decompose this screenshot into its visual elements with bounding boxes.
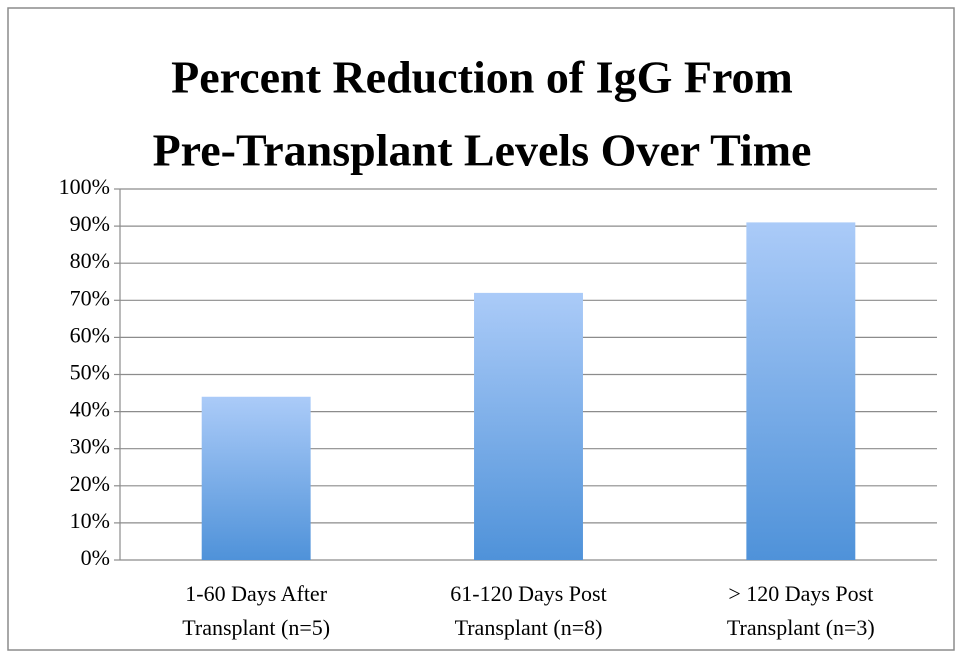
- y-tick-label: 90%: [70, 211, 110, 236]
- chart-title: Pre-Transplant Levels Over Time: [153, 125, 812, 176]
- y-tick-label: 40%: [70, 397, 110, 422]
- y-tick-label: 100%: [59, 174, 110, 199]
- bar: [746, 222, 856, 560]
- y-tick-label: 50%: [70, 360, 110, 385]
- x-tick-label: Transplant (n=3): [727, 615, 875, 640]
- y-tick-label: 20%: [70, 471, 110, 496]
- y-tick-label: 30%: [70, 434, 110, 459]
- chart-title: Percent Reduction of IgG From: [171, 52, 793, 103]
- x-tick-label: > 120 Days Post: [728, 581, 873, 606]
- y-tick-label: 60%: [70, 322, 110, 347]
- x-tick-label: Transplant (n=8): [455, 615, 603, 640]
- y-tick-label: 10%: [70, 508, 110, 533]
- x-tick-label: 61-120 Days Post: [450, 581, 606, 606]
- bar: [474, 292, 583, 560]
- x-tick-label: Transplant (n=5): [182, 615, 330, 640]
- bar: [201, 396, 311, 560]
- x-tick-label: 1-60 Days After: [185, 581, 327, 606]
- y-tick-label: 80%: [70, 248, 110, 273]
- y-tick-label: 0%: [81, 545, 110, 570]
- y-tick-label: 70%: [70, 285, 110, 310]
